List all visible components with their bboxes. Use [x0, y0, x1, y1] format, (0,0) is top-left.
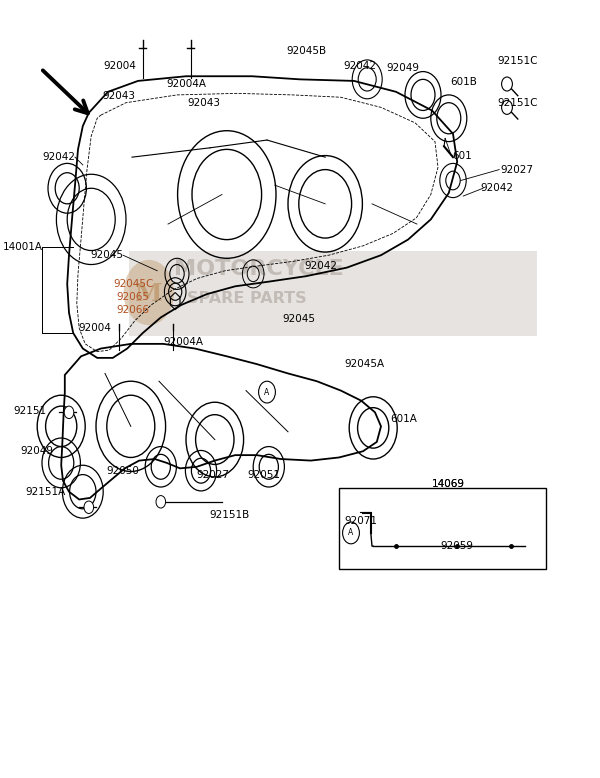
Circle shape [84, 501, 94, 513]
Text: 92059: 92059 [440, 541, 474, 551]
Text: 92045B: 92045B [286, 46, 326, 55]
Text: 92045: 92045 [90, 251, 124, 260]
Text: 14001A: 14001A [3, 243, 43, 252]
FancyBboxPatch shape [129, 251, 537, 336]
Text: 92042: 92042 [480, 184, 513, 193]
Text: 92049: 92049 [21, 447, 54, 456]
Circle shape [502, 100, 512, 114]
Text: 92065: 92065 [116, 293, 150, 302]
Text: 14069: 14069 [432, 479, 466, 489]
Text: 92045: 92045 [283, 314, 316, 324]
Text: 92050: 92050 [107, 466, 139, 475]
Text: 92004A: 92004A [163, 338, 203, 347]
Text: 92151C: 92151C [497, 56, 538, 65]
Text: 92151: 92151 [13, 406, 47, 415]
Circle shape [502, 77, 512, 91]
Text: 92027: 92027 [197, 470, 229, 479]
Text: 92042: 92042 [42, 152, 76, 162]
Text: 92066: 92066 [116, 306, 150, 315]
Text: SPARE PARTS: SPARE PARTS [187, 292, 307, 307]
Circle shape [156, 496, 166, 508]
Bar [339, 488, 546, 569]
Text: 92042: 92042 [343, 61, 377, 71]
Text: 92004: 92004 [79, 324, 111, 333]
Text: 92051: 92051 [248, 470, 281, 479]
Text: A: A [265, 387, 269, 397]
Text: 92043: 92043 [188, 98, 221, 107]
Circle shape [64, 406, 74, 419]
Text: 92043: 92043 [103, 92, 136, 101]
Text: 92045A: 92045A [345, 359, 385, 369]
Text: 92151C: 92151C [497, 98, 538, 107]
Text: 92071: 92071 [344, 517, 378, 526]
Text: 92151A: 92151A [25, 487, 65, 496]
Text: 92042: 92042 [305, 261, 337, 271]
Text: 92045C: 92045C [113, 279, 154, 289]
Text: 92004: 92004 [104, 61, 136, 71]
Circle shape [124, 260, 174, 325]
Text: 601: 601 [452, 151, 472, 160]
Text: 92004A: 92004A [166, 79, 206, 89]
Text: MOTORCYCLE: MOTORCYCLE [174, 258, 344, 279]
Text: 92049: 92049 [387, 64, 420, 73]
Text: M: M [135, 282, 163, 306]
Text: 601B: 601B [450, 77, 476, 86]
Text: 601A: 601A [390, 414, 416, 423]
Text: 92027: 92027 [501, 165, 534, 174]
Text: 92151B: 92151B [209, 510, 250, 520]
Text: 14069: 14069 [432, 479, 466, 489]
Text: A: A [349, 528, 353, 538]
